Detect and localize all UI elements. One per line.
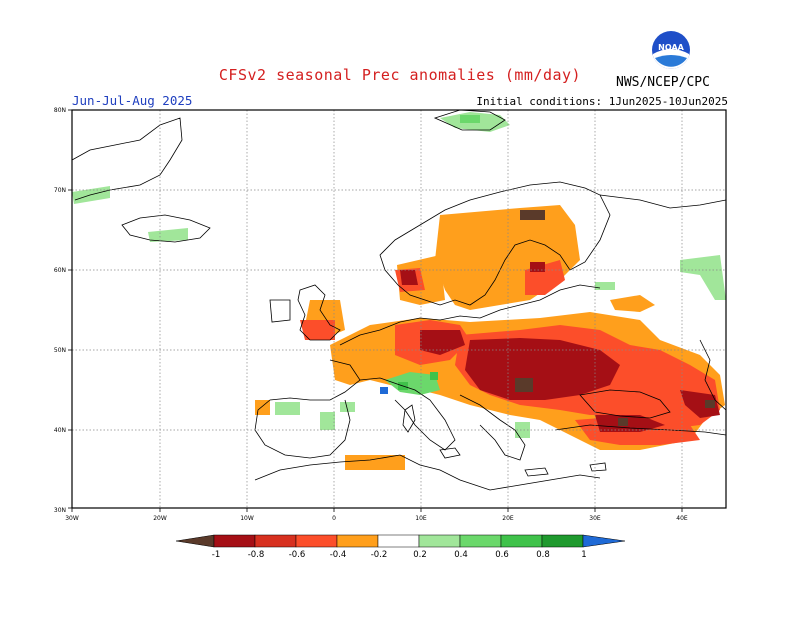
colorbar-label: -0.8 bbox=[248, 550, 265, 560]
colorbar-swatch bbox=[418, 534, 461, 548]
colorbar-label: 0.8 bbox=[536, 550, 550, 560]
lat-label: 40N bbox=[54, 427, 66, 434]
colorbar-label: -0.4 bbox=[330, 550, 347, 560]
forecast-period: Jun-Jul-Aug 2025 bbox=[72, 93, 193, 108]
colorbar-swatch bbox=[336, 534, 379, 548]
colorbar-swatch bbox=[213, 534, 256, 548]
lat-label: 80N bbox=[54, 107, 66, 114]
anomaly-fill bbox=[72, 112, 726, 470]
lat-label: 50N bbox=[54, 347, 66, 354]
colorbar-swatch bbox=[377, 534, 420, 548]
colorbar-high-arrow bbox=[582, 534, 626, 548]
noaa-logo-text: NOAA bbox=[658, 43, 684, 52]
colorbar-swatch bbox=[541, 534, 584, 548]
coastlines bbox=[71, 109, 727, 491]
lon-label: 20W bbox=[153, 515, 167, 522]
agency-label: NWS/NCEP/CPC bbox=[616, 75, 710, 90]
colorbar-label: 0.6 bbox=[495, 550, 509, 560]
colorbar-label: 0.2 bbox=[413, 550, 427, 560]
lon-label: 10E bbox=[415, 515, 427, 522]
lon-label: 30E bbox=[589, 515, 601, 522]
colorbar-swatch bbox=[500, 534, 543, 548]
lat-label: 30N bbox=[54, 507, 66, 514]
colorbar-label: -0.6 bbox=[289, 550, 306, 560]
colorbar-label: 0.4 bbox=[454, 550, 468, 560]
colorbar-swatch bbox=[459, 534, 502, 548]
noaa-logo: NOAA bbox=[652, 31, 690, 69]
lon-label: 10W bbox=[240, 515, 254, 522]
lon-label: 30W bbox=[65, 515, 79, 522]
graticule bbox=[72, 110, 726, 508]
lat-label: 60N bbox=[54, 267, 66, 274]
colorbar-swatch bbox=[254, 534, 297, 548]
colorbar-label: 1 bbox=[581, 550, 586, 560]
longitude-labels: 30W 20W 10W 0 10E 20E 30E 40E bbox=[65, 515, 688, 522]
colorbar-swatch bbox=[295, 534, 338, 548]
initial-conditions: Initial conditions: 1Jun2025-10Jun2025 bbox=[476, 95, 728, 108]
colorbar: -1 -0.8 -0.6 -0.4 -0.2 0.2 0.4 0.6 0.8 1 bbox=[175, 534, 626, 560]
latitude-labels: 80N 70N 60N 50N 40N 30N bbox=[54, 107, 66, 514]
chart-title: CFSv2 seasonal Prec anomalies (mm/day) bbox=[218, 66, 582, 84]
colorbar-label: -0.2 bbox=[371, 550, 388, 560]
lon-label: 0 bbox=[332, 515, 336, 522]
map-frame bbox=[71, 109, 727, 509]
lat-label: 70N bbox=[54, 187, 66, 194]
colorbar-label: -1 bbox=[212, 550, 220, 560]
colorbar-low-arrow bbox=[175, 534, 215, 548]
lon-label: 20E bbox=[502, 515, 514, 522]
lon-label: 40E bbox=[676, 515, 688, 522]
